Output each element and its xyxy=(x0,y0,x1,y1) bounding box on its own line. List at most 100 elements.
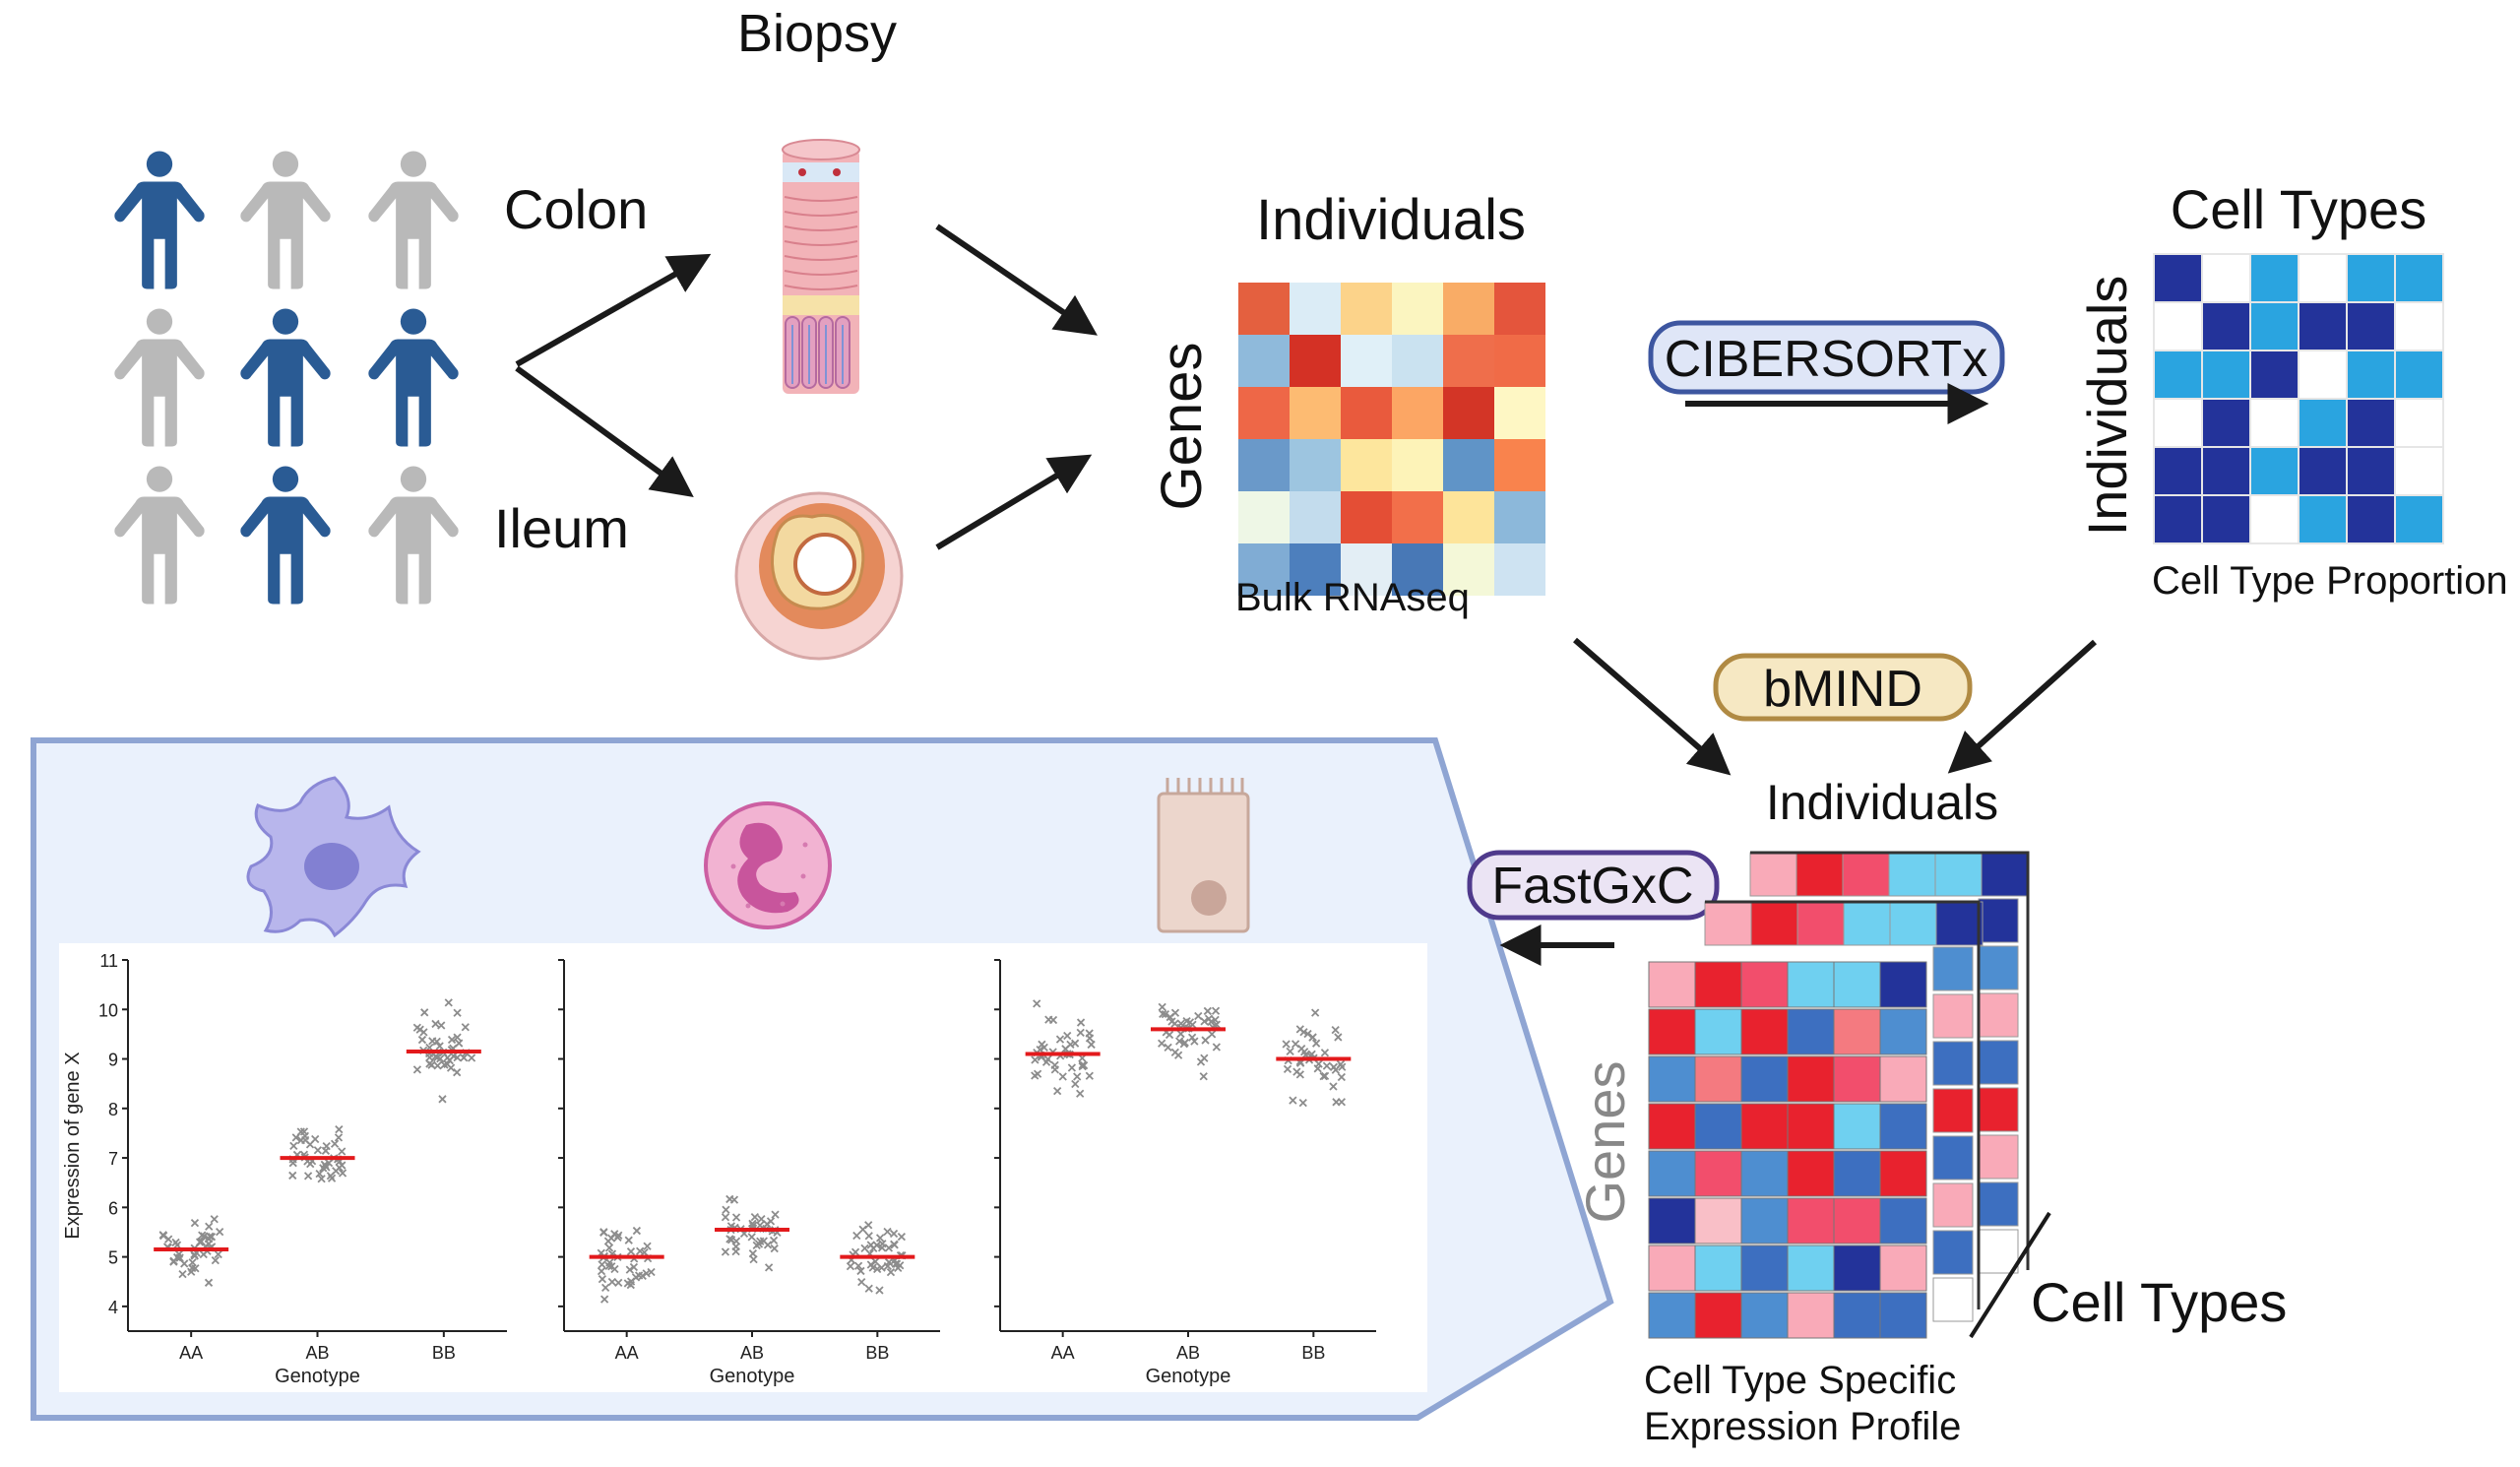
data-point xyxy=(636,1246,645,1255)
data-point xyxy=(437,1021,446,1030)
data-point xyxy=(1076,1028,1085,1037)
tensor-mid-cell xyxy=(1935,901,1984,946)
tensor-front-cell xyxy=(1833,1103,1881,1150)
data-point xyxy=(856,1266,865,1276)
heatmap-cell xyxy=(1290,283,1341,335)
proportion-cell xyxy=(2249,350,2300,400)
tensor-mid-cell xyxy=(1932,1277,1974,1322)
data-point xyxy=(1159,1009,1167,1018)
data-point xyxy=(603,1237,613,1245)
tensor-front-cell xyxy=(1787,1244,1835,1292)
tensor-front-cell xyxy=(1879,961,1927,1008)
data-point xyxy=(607,1277,616,1287)
heatmap-cell xyxy=(1341,439,1392,491)
y-axis-label: Expression of gene X xyxy=(62,1052,84,1239)
data-point xyxy=(1194,1011,1203,1021)
tensor-front-cell xyxy=(1648,1292,1696,1339)
data-point xyxy=(1336,1059,1346,1069)
heatmap-cell xyxy=(1392,439,1443,491)
data-point xyxy=(599,1228,608,1238)
data-point xyxy=(626,1247,636,1256)
x-axis-label: Genotype xyxy=(710,1366,795,1387)
data-point xyxy=(643,1242,652,1250)
tensor-mid-cell xyxy=(1932,1230,1974,1275)
ctsep-genes-label: Genes xyxy=(1574,1061,1636,1224)
cell-types-axis-line xyxy=(1969,1211,2051,1339)
data-point xyxy=(1201,1036,1210,1045)
proportion-cell xyxy=(2201,301,2251,351)
bmind-method-badge: bMIND xyxy=(1713,653,1973,722)
data-point xyxy=(211,1255,220,1265)
data-point xyxy=(731,1237,741,1245)
data-point xyxy=(1164,1043,1172,1052)
arrow-to-ileum xyxy=(515,365,694,497)
heatmap-cell xyxy=(1290,387,1341,439)
data-point xyxy=(1332,1098,1341,1107)
data-point xyxy=(178,1269,187,1279)
data-point xyxy=(846,1261,855,1271)
data-point xyxy=(886,1268,896,1277)
data-point xyxy=(1066,1040,1075,1050)
bulk-rnaseq-heatmap xyxy=(1238,283,1545,596)
tensor-mid-cell xyxy=(1932,1041,1974,1086)
data-point xyxy=(770,1244,779,1253)
y-tick-label: 7 xyxy=(108,1149,118,1169)
data-point xyxy=(1166,1012,1174,1022)
data-point xyxy=(1058,1072,1067,1081)
heatmap-cell xyxy=(1443,439,1494,491)
data-point xyxy=(187,1267,196,1276)
tensor-mid-cell xyxy=(1843,901,1891,946)
data-point xyxy=(1170,1019,1179,1028)
data-point xyxy=(1076,1018,1086,1027)
tensor-mid-cell xyxy=(1932,946,1974,991)
data-point xyxy=(764,1263,774,1272)
heatmap-cell xyxy=(1494,439,1545,491)
tensor-front-cell xyxy=(1787,1150,1835,1197)
proportion-cell xyxy=(2201,350,2251,400)
proportion-cell xyxy=(2249,253,2300,303)
colon-tissue-icon xyxy=(782,139,860,394)
y-tick-label: 6 xyxy=(108,1198,118,1218)
tensor-front-cell xyxy=(1833,1055,1881,1103)
data-point xyxy=(1071,1079,1080,1089)
bulk-genes-label: Genes xyxy=(1150,343,1214,511)
data-point xyxy=(313,1146,323,1155)
data-point xyxy=(190,1249,199,1259)
data-point xyxy=(1180,1038,1189,1048)
data-point xyxy=(1031,1055,1040,1064)
x-tick-label: BB xyxy=(865,1343,889,1363)
data-point xyxy=(431,1019,440,1029)
bulk-rnaseq-label: Bulk RNAseq xyxy=(1235,576,1470,619)
data-point xyxy=(319,1164,328,1173)
cell-types-top-label: Cell Types xyxy=(2171,178,2426,240)
data-point xyxy=(164,1235,173,1244)
heatmap-cell xyxy=(1494,491,1545,543)
data-point xyxy=(750,1213,760,1222)
data-point xyxy=(431,1052,440,1061)
tensor-front-cell xyxy=(1648,1055,1696,1103)
data-point xyxy=(1078,1060,1087,1069)
arrow-bulk-to-bmind xyxy=(1573,637,1732,776)
data-point xyxy=(1050,1065,1059,1074)
data-point xyxy=(206,1232,215,1241)
tensor-front-cell xyxy=(1694,1008,1742,1055)
tensor-front-cell xyxy=(1787,1292,1835,1339)
tensor-front-cell xyxy=(1740,1292,1789,1339)
tensor-back-cell xyxy=(1796,852,1844,897)
heatmap-cell xyxy=(1392,283,1443,335)
data-point xyxy=(1067,1063,1077,1072)
dendritic-cell-icon xyxy=(246,776,421,938)
data-point xyxy=(1073,1072,1082,1081)
data-point xyxy=(195,1238,205,1246)
data-point xyxy=(890,1241,899,1249)
proportion-cell xyxy=(2153,494,2203,544)
proportion-cell xyxy=(2201,446,2251,496)
data-point xyxy=(1295,1070,1304,1079)
data-point xyxy=(1212,1020,1222,1029)
data-point xyxy=(1087,1040,1096,1050)
data-point xyxy=(190,1219,200,1228)
tensor-back-cell xyxy=(1934,852,1983,897)
tensor-back-cell xyxy=(1749,852,1797,897)
tensor-front-cell xyxy=(1694,1150,1742,1197)
tensor-front-cell xyxy=(1833,1244,1881,1292)
